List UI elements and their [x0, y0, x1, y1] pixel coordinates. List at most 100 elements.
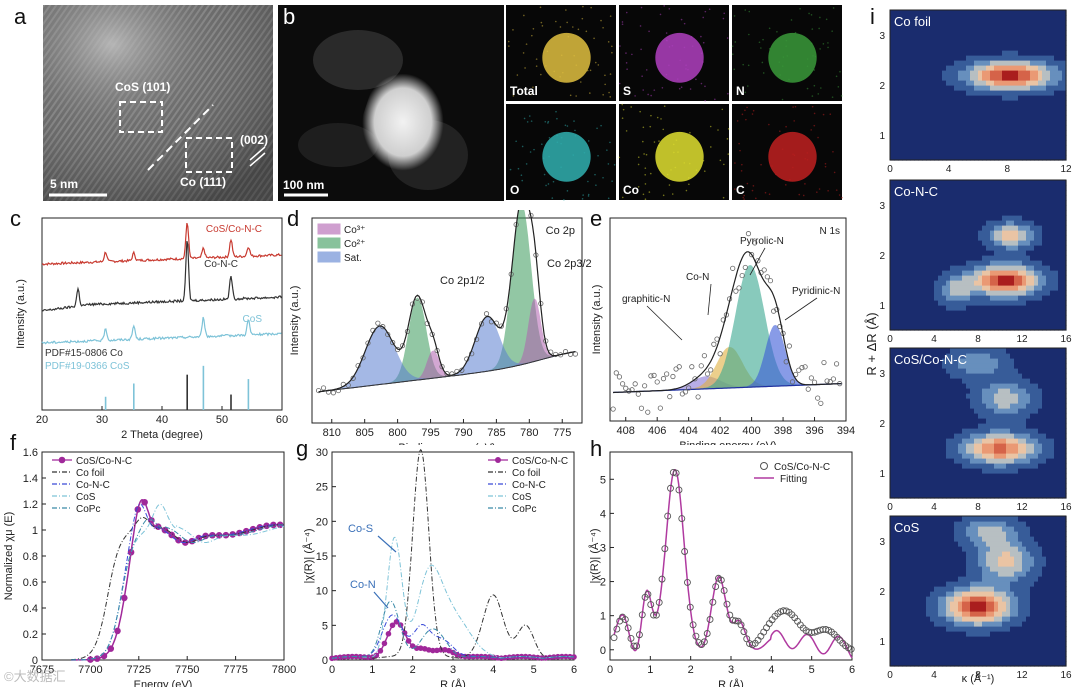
heatmap-cell: [1054, 305, 1059, 311]
heatmap-cell: [942, 60, 947, 66]
heatmap-cell: [982, 70, 987, 76]
heatmap-cell: [1038, 185, 1043, 191]
eds-noise-dot: [587, 140, 590, 142]
heatmap-cell: [998, 235, 1003, 241]
heatmap-cell: [1010, 20, 1015, 26]
heatmap-cell: [1038, 270, 1043, 276]
heatmap-cell: [1054, 90, 1059, 96]
heatmap-cell: [954, 240, 959, 246]
heatmap-cell: [1010, 155, 1015, 161]
eds-noise-dot: [814, 55, 817, 58]
heatmap-cell: [1058, 463, 1063, 469]
heatmap-cell: [998, 473, 1003, 479]
heatmap-cell: [1046, 270, 1051, 276]
heatmap-cell: [898, 601, 903, 607]
heatmap-cell: [1034, 155, 1039, 161]
heatmap-cell: [926, 10, 931, 16]
heatmap-cell: [962, 388, 967, 394]
heatmap-cell: [962, 195, 967, 201]
heatmap-cell: [1042, 155, 1047, 161]
eds-noise-dot: [818, 188, 821, 190]
heatmap-cell: [1038, 100, 1043, 106]
heatmap-cell: [898, 20, 903, 26]
heatmap-cell: [1014, 150, 1019, 156]
heatmap-cell: [894, 601, 899, 607]
heatmap-cell: [982, 408, 987, 414]
heatmap-cell: [902, 488, 907, 494]
heatmap-cell: [902, 15, 907, 21]
heatmap-cell: [930, 473, 935, 479]
heatmap-cell: [1058, 235, 1063, 241]
heatmap-cell: [982, 185, 987, 191]
heatmap-cell: [1030, 45, 1035, 51]
xps-data-point: [761, 267, 767, 273]
heatmap-cell: [1062, 388, 1067, 394]
heatmap-cell: [1058, 190, 1063, 196]
heatmap-cell: [1022, 325, 1027, 331]
eds-noise-dot: [574, 134, 577, 137]
heatmap-cell: [914, 245, 919, 251]
heatmap-cell: [902, 110, 907, 116]
heatmap-cell: [958, 60, 963, 66]
heatmap-cell: [1038, 65, 1043, 71]
heatmap-cell: [1018, 65, 1023, 71]
heatmap-cell: [922, 265, 927, 271]
heatmap-cell: [1006, 150, 1011, 156]
heatmap-cell: [1014, 230, 1019, 236]
heatmap-cell: [914, 250, 919, 256]
heatmap-cell: [938, 195, 943, 201]
heatmap-cell: [930, 140, 935, 146]
heatmap-cell: [954, 383, 959, 389]
heatmap-cell: [1010, 473, 1015, 479]
eds-noise-dot: [665, 39, 668, 42]
heatmap-cell: [1058, 125, 1063, 131]
eds-noise-dot: [653, 141, 656, 143]
heatmap-cell: [894, 398, 899, 404]
heatmap-cell: [1002, 120, 1007, 126]
heatmap-cell: [926, 20, 931, 26]
heatmap-cell: [1002, 155, 1007, 161]
heatmap-cell: [894, 423, 899, 429]
heatmap-cell: [1010, 418, 1015, 424]
heatmap-cell: [918, 25, 923, 31]
heatmap-cell: [902, 95, 907, 101]
heatmap-cell: [1054, 255, 1059, 261]
heatmap-cell: [1034, 488, 1039, 494]
heatmap-cell: [894, 325, 899, 331]
heatmap-cell: [898, 428, 903, 434]
heatmap-cell: [890, 606, 895, 612]
eds-noise-dot: [625, 62, 628, 64]
heatmap-cell: [1014, 280, 1019, 286]
heatmap-cell: [914, 315, 919, 321]
heatmap-cell: [970, 403, 975, 409]
heatmap-cell: [890, 215, 895, 221]
heatmap-cell: [930, 468, 935, 474]
xanes-data-point: [263, 522, 270, 530]
heatmap-cell: [918, 10, 923, 16]
heatmap-cell: [958, 65, 963, 71]
heatmap-cell: [910, 130, 915, 136]
heatmap-cell: [962, 423, 967, 429]
eds-noise-dot: [552, 180, 555, 183]
heatmap-cell: [902, 373, 907, 379]
heatmap-cell: [930, 448, 935, 454]
heatmap-cell: [1042, 220, 1047, 226]
heatmap-cell: [958, 353, 963, 359]
heatmap-cell: [1026, 428, 1031, 434]
heatmap-cell: [902, 250, 907, 256]
heatmap-cell: [894, 180, 899, 186]
eds-noise-dot: [768, 27, 771, 30]
heatmap-cell: [966, 45, 971, 51]
heatmap-cell: [1022, 468, 1027, 474]
heatmap-cell: [974, 50, 979, 56]
heatmap-cell: [906, 210, 911, 216]
heatmap-cell: [902, 378, 907, 384]
eds-noise-dot: [827, 190, 829, 192]
heatmap-cell: [1022, 60, 1027, 66]
xps-data-point: [648, 373, 654, 379]
heatmap-cell: [978, 398, 983, 404]
heatmap-cell: [922, 250, 927, 256]
heatmap-cell: [958, 90, 963, 96]
heatmap-cell: [906, 150, 911, 156]
heatmap-cell: [950, 125, 955, 131]
